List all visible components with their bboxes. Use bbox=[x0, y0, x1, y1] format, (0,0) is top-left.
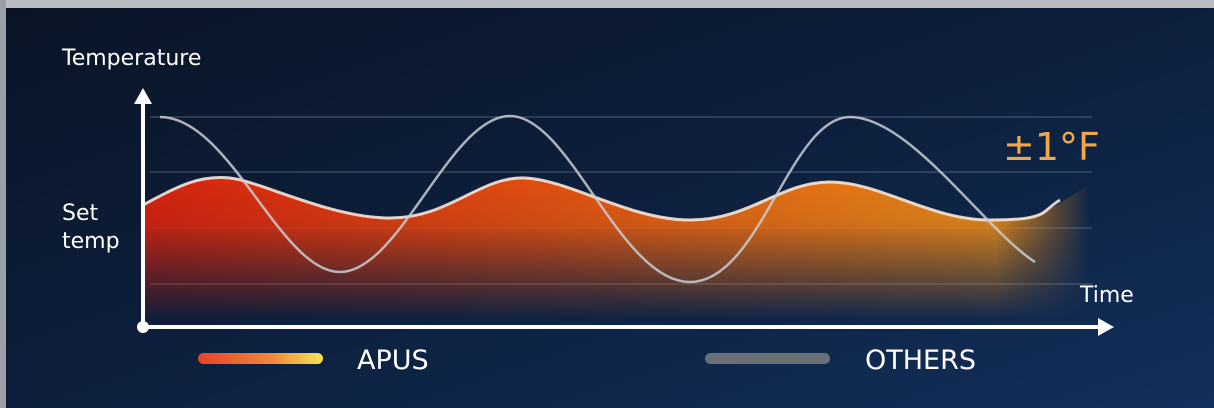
apus-area bbox=[143, 177, 1090, 320]
top-photo-strip bbox=[0, 0, 1214, 8]
legend-swatch-apus bbox=[198, 353, 323, 364]
legend-swatch-others bbox=[705, 353, 830, 364]
tolerance-callout: ±1°F bbox=[1003, 125, 1100, 169]
x-arrow bbox=[1098, 318, 1114, 336]
axes bbox=[134, 88, 1114, 336]
set-temp-label: Set bbox=[62, 201, 99, 226]
x-axis-label: Time bbox=[1079, 283, 1134, 308]
y-axis-label: Temperature bbox=[61, 46, 201, 71]
others-curve bbox=[159, 114, 1036, 284]
legend-label: APUS bbox=[357, 345, 429, 376]
legend-label: OTHERS bbox=[865, 345, 976, 376]
origin bbox=[137, 321, 149, 333]
y-arrow bbox=[134, 88, 152, 104]
left-edge bbox=[0, 0, 6, 408]
apus-curve bbox=[142, 175, 1061, 222]
set-temp-label: temp bbox=[62, 229, 120, 254]
